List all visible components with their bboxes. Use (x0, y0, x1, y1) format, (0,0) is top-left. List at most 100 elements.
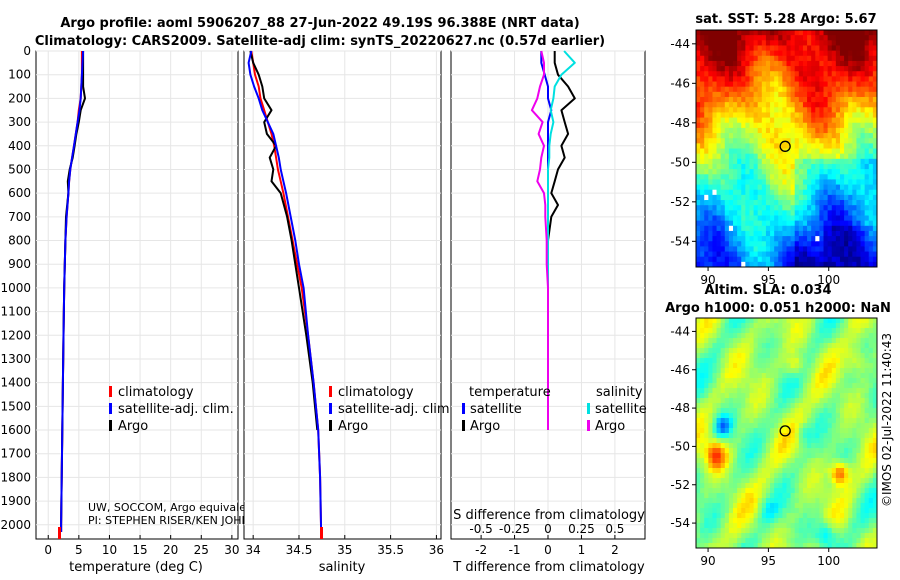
heatmap-cell (839, 210, 845, 217)
heatmap-cell (860, 498, 866, 504)
heatmap-cell (753, 503, 759, 509)
heatmap-cell (835, 230, 841, 237)
heatmap-cell (852, 483, 858, 489)
heatmap-cell (741, 458, 746, 464)
s-difference-label: S difference from climatology (453, 508, 645, 523)
heatmap-cell (696, 81, 701, 88)
heatmap-cell (831, 205, 837, 211)
heatmap-cell (716, 438, 722, 444)
heatmap-cell (823, 478, 829, 484)
heatmap-cell (798, 463, 804, 469)
heatmap-cell (696, 358, 701, 364)
heatmap-cell (848, 30, 853, 36)
heatmap-cell (827, 423, 833, 429)
heatmap-cell (827, 220, 833, 227)
heatmap-cell (815, 538, 821, 544)
heatmap-cell (790, 96, 796, 103)
heatmap-cell (819, 368, 825, 374)
heatmap-cell (728, 210, 734, 217)
heatmap-cell (716, 40, 722, 47)
heatmap-cell (753, 35, 759, 41)
heatmap-cell (798, 413, 804, 419)
heatmap-cell (815, 50, 821, 57)
heatmap-cell (827, 408, 833, 414)
heatmap-cell (753, 368, 759, 374)
heatmap-cell (827, 523, 833, 529)
heatmap-cell (790, 393, 796, 399)
heatmap-cell (802, 403, 808, 409)
heatmap-cell (741, 433, 746, 439)
heatmap-cell (864, 251, 870, 258)
heatmap-cell (749, 225, 755, 232)
heatmap-cell (819, 60, 825, 67)
heatmap-cell (745, 66, 751, 72)
heatmap-cell (737, 473, 742, 479)
heatmap-cell (839, 538, 845, 544)
heatmap-cell (856, 338, 862, 344)
heatmap-cell (835, 189, 841, 196)
heatmap-cell (848, 498, 853, 504)
heatmap-cell (704, 443, 709, 449)
heatmap-cell (872, 246, 877, 253)
heatmap-cell (778, 403, 783, 409)
heatmap-cell (782, 261, 788, 267)
heatmap-cell (807, 483, 812, 489)
heatmap-cell (782, 398, 788, 404)
heatmap-cell (872, 200, 877, 206)
heatmap-cell (802, 428, 808, 434)
heatmap-cell (807, 543, 812, 548)
heatmap-cell (815, 493, 821, 499)
heatmap-cell (765, 478, 771, 484)
heatmap-cell (753, 102, 759, 108)
heatmap-cell (737, 488, 742, 494)
heatmap-cell (733, 483, 738, 489)
heatmap-cell (852, 81, 858, 88)
heatmap-cell (802, 423, 808, 429)
heatmap-cell (835, 473, 841, 479)
heatmap-cell (700, 513, 705, 519)
heatmap-cell (844, 393, 849, 399)
heatmap-cell (774, 398, 779, 404)
heatmap-cell (815, 66, 821, 72)
heatmap-cell (778, 40, 783, 47)
heatmap-cell (786, 241, 792, 247)
heatmap-cell (802, 418, 808, 424)
heatmap-cell (807, 184, 812, 191)
heatmap-cell (753, 122, 759, 129)
legend-swatch-satellite (329, 403, 332, 414)
heatmap-cell (696, 458, 701, 464)
heatmap-cell (724, 236, 730, 242)
heatmap-cell (724, 102, 730, 108)
heatmap-cell (757, 35, 763, 41)
heatmap-cell (716, 458, 722, 464)
heatmap-cell (778, 66, 783, 72)
heatmap-cell (704, 368, 709, 374)
heatmap-cell (716, 112, 722, 119)
heatmap-cell (815, 184, 821, 191)
heatmap-cell (724, 50, 730, 57)
heatmap-cell (757, 338, 763, 344)
heatmap-cell (827, 378, 833, 384)
heatmap-cell (815, 189, 821, 196)
heatmap-cell (728, 393, 734, 399)
heatmap-cell (770, 91, 775, 98)
heatmap-cell (753, 55, 759, 62)
x-tick-label: 36 (429, 543, 444, 557)
heatmap-cell (839, 169, 845, 175)
heatmap-cell (724, 148, 730, 155)
heatmap-cell (872, 333, 877, 339)
heatmap-cell (708, 210, 714, 217)
heatmap-cell (864, 503, 870, 509)
heatmap-cell (839, 408, 845, 414)
heatmap-cell (802, 338, 808, 344)
heatmap-cell (712, 45, 718, 52)
heatmap-cell (815, 463, 821, 469)
heatmap-cell (728, 179, 734, 186)
heatmap-cell (802, 533, 808, 539)
heatmap-cell (823, 127, 829, 134)
heatmap-cell (831, 498, 837, 504)
heatmap-cell (864, 408, 870, 414)
heatmap-cell (794, 328, 800, 334)
heatmap-cell (770, 246, 775, 253)
heatmap-cell (708, 378, 714, 384)
